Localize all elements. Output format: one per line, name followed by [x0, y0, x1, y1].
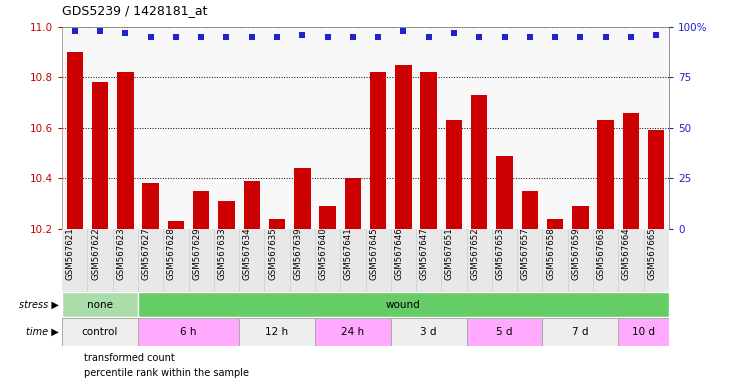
Bar	[597, 120, 614, 229]
Text: GDS5239 / 1428181_at: GDS5239 / 1428181_at	[62, 4, 208, 17]
Text: 6 h: 6 h	[181, 327, 197, 337]
Bar	[319, 206, 336, 229]
Point	[69, 28, 80, 34]
Text: stress ▶: stress ▶	[18, 300, 58, 310]
Text: 7 d: 7 d	[572, 327, 588, 337]
Bar	[193, 191, 209, 229]
Text: wound: wound	[386, 300, 421, 310]
Point	[347, 34, 359, 40]
Bar	[294, 168, 311, 229]
Point	[398, 28, 409, 34]
Text: control: control	[82, 327, 118, 337]
Bar	[167, 221, 184, 229]
Point	[322, 34, 333, 40]
Point	[145, 34, 156, 40]
Point	[575, 34, 586, 40]
Bar	[62, 292, 138, 317]
Bar	[496, 156, 512, 229]
Point	[448, 30, 460, 36]
Point	[549, 34, 561, 40]
Bar	[138, 292, 669, 317]
Point	[625, 34, 637, 40]
Bar	[315, 318, 391, 346]
Bar	[219, 201, 235, 229]
Point	[94, 28, 106, 34]
Point	[524, 34, 536, 40]
Point	[474, 34, 485, 40]
Bar	[395, 65, 412, 229]
Bar	[618, 318, 669, 346]
Point	[499, 34, 510, 40]
Point	[651, 32, 662, 38]
Bar	[239, 318, 315, 346]
Bar	[542, 318, 618, 346]
Bar	[243, 181, 260, 229]
Text: percentile rank within the sample: percentile rank within the sample	[84, 368, 249, 378]
Bar	[623, 113, 639, 229]
Point	[423, 34, 434, 40]
Bar	[522, 191, 538, 229]
Text: 5 d: 5 d	[496, 327, 512, 337]
Point	[271, 34, 283, 40]
Bar	[420, 72, 437, 229]
Text: transformed count: transformed count	[84, 353, 175, 363]
Bar	[572, 206, 588, 229]
Point	[600, 34, 612, 40]
Bar	[648, 131, 664, 229]
Bar	[117, 72, 134, 229]
Bar	[466, 318, 542, 346]
Text: 24 h: 24 h	[341, 327, 365, 337]
Bar	[62, 318, 138, 346]
Text: 12 h: 12 h	[265, 327, 289, 337]
Bar	[547, 219, 564, 229]
Point	[297, 32, 308, 38]
Point	[195, 34, 207, 40]
Bar	[143, 184, 159, 229]
Point	[372, 34, 384, 40]
Bar	[138, 318, 239, 346]
Bar	[67, 52, 83, 229]
Text: time ▶: time ▶	[26, 327, 58, 337]
Bar	[471, 95, 488, 229]
Bar	[269, 219, 285, 229]
Text: none: none	[87, 300, 113, 310]
Point	[119, 30, 131, 36]
Point	[246, 34, 257, 40]
Bar	[446, 120, 462, 229]
Point	[170, 34, 182, 40]
Bar	[92, 83, 108, 229]
Point	[221, 34, 232, 40]
Text: 3 d: 3 d	[420, 327, 437, 337]
Bar	[391, 318, 466, 346]
Text: 10 d: 10 d	[632, 327, 655, 337]
Bar	[370, 72, 387, 229]
Bar	[344, 178, 361, 229]
